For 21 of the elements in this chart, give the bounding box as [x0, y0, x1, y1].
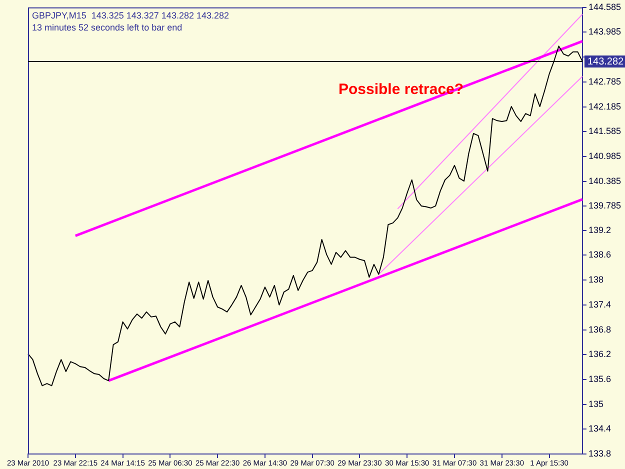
ref-line-label: 143.282 — [587, 56, 624, 68]
y-tick-label: 139.2 — [588, 224, 611, 235]
y-tick-label: 139.785 — [588, 200, 622, 211]
y-tick-label: 142.785 — [588, 76, 622, 86]
chart-title: GBPJPY,M15 143.325 143.327 143.282 143.282 — [32, 10, 229, 20]
y-tick-label: 138 — [588, 274, 604, 285]
text: 13 minutes 52 seconds left to bar end — [32, 22, 182, 32]
y-tick-label: 135 — [588, 398, 604, 409]
y-tick-label: 134.4 — [588, 424, 611, 434]
y-tick-label: 136.8 — [588, 324, 611, 334]
y-tick-label: 144.585 — [588, 2, 622, 12]
y-tick-label: 140.385 — [588, 176, 622, 186]
y-tick-label: 133.8 — [588, 448, 611, 458]
y-tick-label: 136.2 — [588, 349, 611, 360]
y-tick-label: 140.985 — [588, 150, 622, 161]
y-tick-label: 138.6 — [588, 250, 611, 260]
y-tick-label: 135.6 — [588, 374, 611, 384]
y-tick-label: 143.985 — [588, 26, 622, 37]
y-tick-label: 137.4 — [588, 299, 611, 310]
y-tick-label: 142.185 — [588, 101, 622, 112]
y-tick-label: 141.585 — [588, 126, 622, 136]
